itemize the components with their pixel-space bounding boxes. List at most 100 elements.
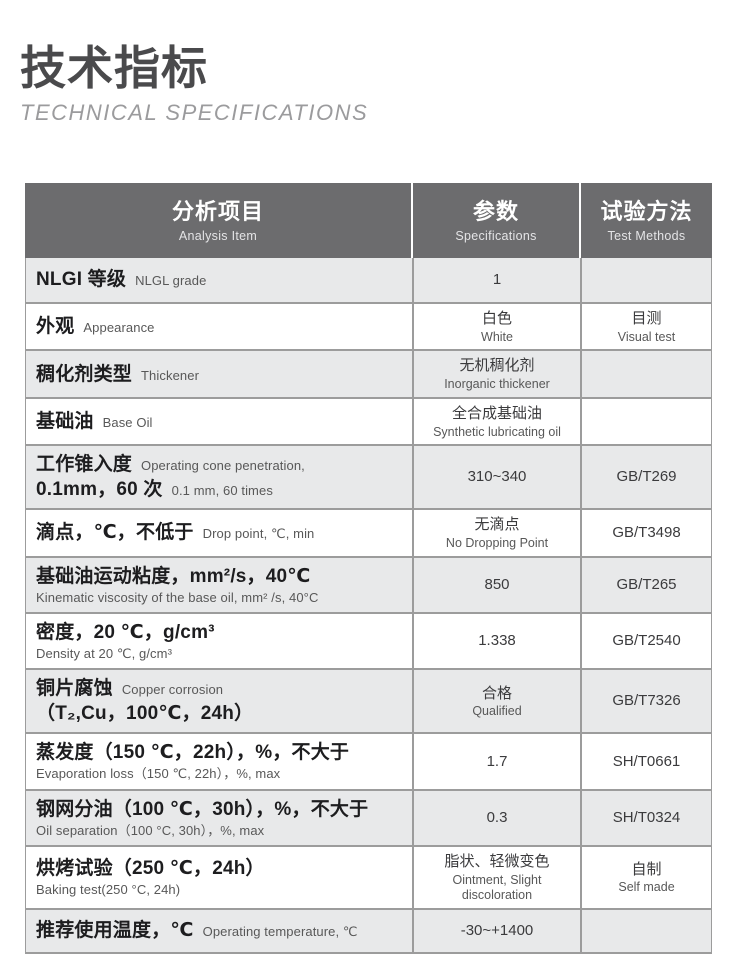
item-label-en: NLGL grade — [135, 273, 207, 289]
test-method-value: SH/T0324 — [612, 808, 681, 826]
test-method-cell: SH/T0324 — [580, 790, 711, 845]
specification-value: 1 — [492, 271, 502, 289]
item-label-zh: 外观 — [36, 316, 75, 338]
specification-cell: 无机稠化剂 Inorganic thickener — [412, 351, 580, 397]
analysis-item-cell: 工作锥入度 Operating cone penetration, 0.1mm，60… — [26, 446, 412, 508]
item-label-zh: 密度，20 ℃，g/cm³ — [36, 621, 215, 643]
test-method-value: GB/T7326 — [612, 692, 681, 710]
header-test-methods-zh: 试验方法 — [600, 199, 693, 225]
analysis-item-cell: 稠化剂类型 Thickener — [26, 351, 412, 396]
item-label-en: Baking test(250 °C, 24h) — [36, 882, 181, 898]
header-specifications: 参数 Specifications — [411, 183, 579, 258]
test-method-cell: GB/T3498 — [580, 510, 711, 556]
header-analysis-item-zh: 分析项目 — [171, 199, 264, 225]
table-row: 基础油 Base Oil 全合成基础油 Synthetic lubricating o… — [26, 396, 711, 445]
item-label-zh: （T₂,Cu，100℃，24h） — [36, 703, 254, 725]
analysis-item-cell: 密度，20 ℃，g/cm³ Density at 20 ℃, g/cm³ — [26, 614, 412, 668]
table-row: 基础油运动粘度，mm²/s，40℃ Kinematic viscosity of … — [26, 555, 711, 612]
header-specifications-zh: 参数 — [472, 199, 519, 225]
table-row: NLGI 等级 NLGL grade 1 — [26, 258, 711, 302]
item-line: 密度，20 ℃，g/cm³ — [36, 620, 215, 645]
item-label-zh: 工作锥入度 — [36, 454, 133, 476]
specifications-table: 分析项目 Analysis Item 参数 Specifications 试验方… — [25, 183, 712, 954]
specification-value: 脂状、轻微变色 — [444, 852, 550, 870]
test-method-cell: GB/T2540 — [580, 613, 711, 669]
analysis-item-cell: 推荐使用温度，℃ Operating temperature, ℃ — [26, 910, 412, 952]
header-test-methods-en: Test Methods — [607, 228, 686, 243]
item-line: 铜片腐蚀 Copper corrosion — [36, 676, 223, 701]
specification-value: Ointment, Slight — [452, 872, 542, 887]
table-row: 滴点，℃，不低于 Drop point, ℃, min 无滴点 No Dropping… — [26, 508, 711, 556]
item-label-en: 0.1 mm, 60 times — [171, 483, 273, 499]
header-analysis-item: 分析项目 Analysis Item — [25, 183, 411, 258]
specification-cell: 全合成基础油 Synthetic lubricating oil — [412, 398, 580, 445]
analysis-item-cell: NLGI 等级 NLGL grade — [26, 258, 412, 302]
test-method-cell: 目测 Visual test — [580, 304, 711, 350]
item-line: Density at 20 ℃, g/cm³ — [36, 645, 172, 662]
item-label-zh: 烘烤试验（250 ℃，24h） — [36, 858, 265, 880]
specification-cell: 白色 White — [412, 304, 580, 350]
analysis-item-cell: 基础油运动粘度，mm²/s，40℃ Kinematic viscosity of … — [26, 558, 412, 612]
item-line: 推荐使用温度，℃ Operating temperature, ℃ — [36, 918, 358, 943]
specification-value: Synthetic lubricating oil — [433, 424, 561, 439]
test-method-value: 目测 — [631, 310, 662, 327]
item-label-zh: NLGI 等级 — [36, 269, 127, 291]
test-method-value: Self made — [618, 880, 675, 895]
item-line: NLGI 等级 NLGL grade — [36, 267, 206, 292]
item-line: 外观 Appearance — [36, 314, 155, 339]
item-line: Kinematic viscosity of the base oil, mm²… — [36, 589, 318, 606]
item-label-en: Density at 20 ℃, g/cm³ — [36, 645, 173, 661]
item-label-zh: 滴点，℃，不低于 — [36, 522, 194, 544]
test-method-cell: GB/T265 — [580, 557, 711, 612]
specification-value: Inorganic thickener — [444, 377, 550, 392]
item-label-zh: 基础油运动粘度，mm²/s，40℃ — [36, 565, 311, 587]
specification-value: 850 — [484, 575, 510, 593]
specification-value: 无机稠化剂 — [459, 357, 535, 375]
specification-value: 0.3 — [486, 808, 508, 826]
item-label-en: Base Oil — [102, 414, 153, 430]
table-row: 烘烤试验（250 ℃，24h） Baking test(250 °C, 24h) 脂… — [26, 844, 711, 908]
specification-cell: 脂状、轻微变色 Ointment, Slight discoloration — [412, 846, 580, 908]
table-row: 钢网分油（100 ℃，30h），%，不大于 Oil separation（100 … — [26, 788, 711, 845]
table-row: 工作锥入度 Operating cone penetration, 0.1mm，60… — [26, 444, 711, 509]
analysis-item-cell: 滴点，℃，不低于 Drop point, ℃, min — [26, 510, 412, 555]
test-method-cell — [580, 398, 711, 445]
specification-cell: 850 — [412, 557, 580, 612]
item-label-zh: 稠化剂类型 — [36, 363, 133, 385]
item-line: 蒸发度（150 ℃，22h），%，不大于 — [36, 740, 349, 765]
table-row: 稠化剂类型 Thickener 无机稠化剂 Inorganic thickener — [26, 349, 711, 397]
specification-cell: 1 — [412, 258, 580, 302]
test-method-cell: GB/T7326 — [580, 670, 711, 733]
item-label-zh: 推荐使用温度，℃ — [36, 920, 194, 942]
item-line: Baking test(250 °C, 24h) — [36, 881, 180, 898]
specification-value: No Dropping Point — [445, 536, 549, 551]
test-method-cell: SH/T0661 — [580, 734, 711, 789]
table-body: NLGI 等级 NLGL grade 1 外观 Appearance 白色 White 目测 V… — [25, 258, 712, 954]
header-test-methods: 试验方法 Test Methods — [579, 183, 712, 258]
header-analysis-item-en: Analysis Item — [178, 228, 258, 243]
item-line: 工作锥入度 Operating cone penetration, — [36, 452, 305, 477]
item-label-en: Operating temperature, ℃ — [202, 924, 358, 940]
specification-value: Qualified — [472, 704, 522, 719]
item-line: 滴点，℃，不低于 Drop point, ℃, min — [36, 520, 314, 545]
specification-cell: 合格 Qualified — [412, 670, 580, 733]
item-label-zh: 铜片腐蚀 — [36, 678, 113, 700]
test-method-value: GB/T3498 — [612, 524, 681, 542]
specification-value: discoloration — [461, 888, 533, 903]
item-label-en: Kinematic viscosity of the base oil, mm²… — [36, 589, 319, 605]
page-subtitle: TECHNICAL SPECIFICATIONS — [20, 99, 369, 125]
analysis-item-cell: 钢网分油（100 ℃，30h），%，不大于 Oil separation（100 … — [26, 791, 412, 845]
item-label-en: Evaporation loss（150 ℃, 22h），%, max — [36, 766, 281, 782]
item-label-en: Thickener — [141, 367, 199, 383]
item-line: Evaporation loss（150 ℃, 22h），%, max — [36, 765, 280, 782]
specification-value: White — [481, 329, 513, 344]
specification-value: 白色 — [481, 310, 512, 327]
analysis-item-cell: 外观 Appearance — [26, 304, 412, 349]
item-label-en: Appearance — [83, 320, 155, 336]
test-method-cell — [580, 909, 711, 952]
table-row: 外观 Appearance 白色 White 目测 Visual test — [26, 302, 711, 350]
item-label-zh: 蒸发度（150 ℃，22h），%，不大于 — [36, 742, 350, 764]
specification-cell: 0.3 — [412, 790, 580, 845]
test-method-cell: GB/T269 — [580, 446, 711, 509]
item-line: 钢网分油（100 ℃，30h），%，不大于 — [36, 797, 368, 822]
